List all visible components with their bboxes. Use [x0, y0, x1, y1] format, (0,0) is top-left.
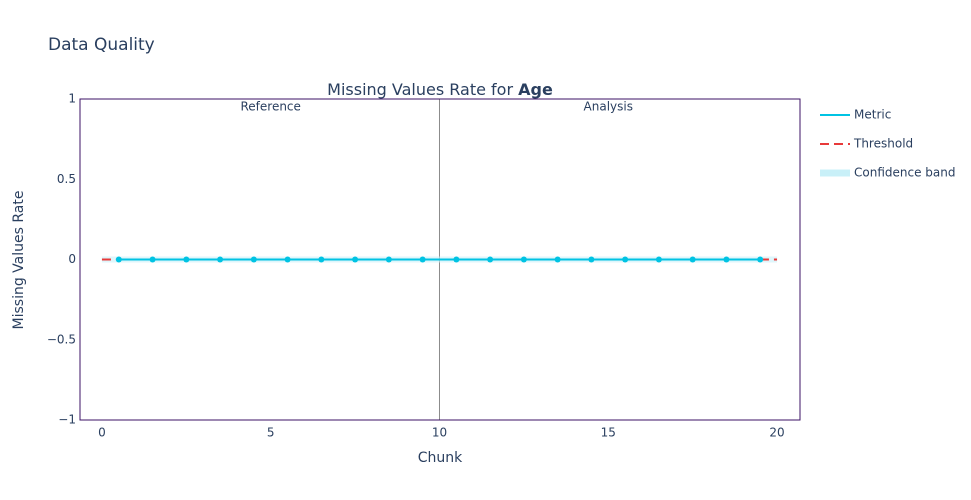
marker — [115, 256, 122, 263]
marker — [183, 256, 190, 263]
marker — [217, 256, 224, 263]
marker — [352, 256, 359, 263]
marker — [655, 256, 662, 263]
marker — [487, 256, 494, 263]
y-tick-label: −0.5 — [47, 332, 76, 346]
marker — [385, 256, 392, 263]
plot-border — [79, 98, 801, 421]
marker — [149, 256, 156, 263]
x-tick-label: 15 — [601, 426, 616, 440]
marker — [622, 256, 629, 263]
annotation: Reference — [240, 100, 300, 114]
marker — [419, 256, 426, 263]
y-tick-label: 0 — [68, 252, 76, 266]
x-axis-title: Chunk — [418, 450, 463, 466]
marker — [757, 256, 764, 263]
legend-label: Metric — [854, 108, 891, 122]
y-tick-label: 0.5 — [57, 172, 76, 186]
marker — [723, 256, 730, 263]
marker — [520, 256, 527, 263]
y-tick-label: −1 — [58, 413, 76, 427]
marker — [318, 256, 325, 263]
legend-label: Confidence band — [854, 166, 955, 180]
x-tick-label: 20 — [769, 426, 784, 440]
y-tick-label: 1 — [68, 92, 76, 106]
marker — [554, 256, 561, 263]
marker — [284, 256, 291, 263]
legend-label: Threshold — [853, 137, 913, 151]
x-tick-label: 0 — [98, 426, 106, 440]
annotation: Analysis — [584, 100, 633, 114]
marker — [453, 256, 460, 263]
marker — [588, 256, 595, 263]
x-tick-label: 5 — [267, 426, 275, 440]
page-title: Data Quality — [48, 35, 155, 55]
marker — [689, 256, 696, 263]
x-tick-label: 10 — [432, 426, 447, 440]
chart-title-emphasis: Age — [518, 80, 553, 99]
y-axis-title: Missing Values Rate — [11, 191, 27, 330]
chart-title: Missing Values Rate for Age — [327, 80, 553, 99]
chart-title-text: Missing Values Rate for — [327, 80, 513, 99]
marker — [250, 256, 257, 263]
